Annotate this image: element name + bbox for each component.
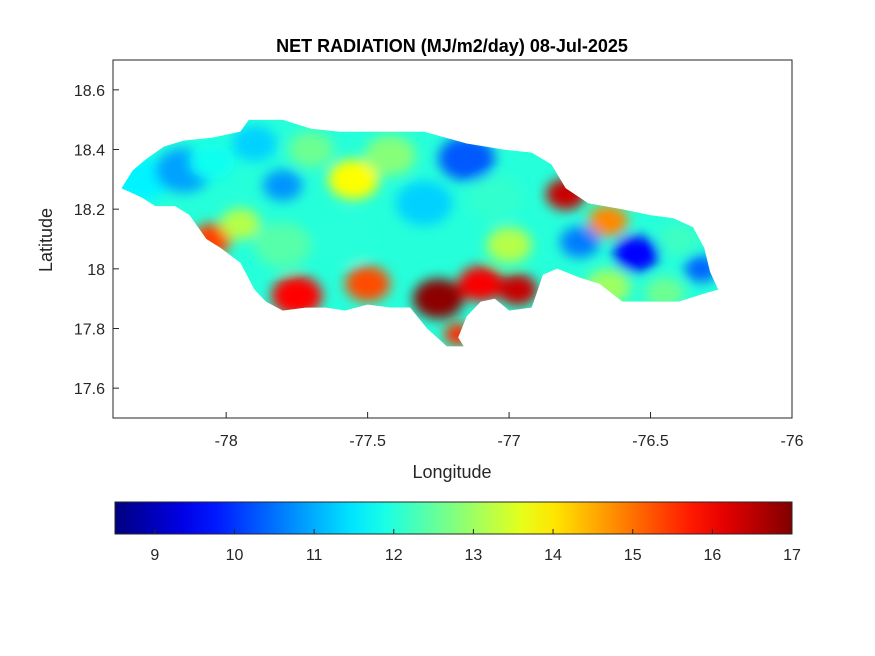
x-tick-label: -78	[215, 433, 238, 450]
field-cell-5	[288, 131, 334, 168]
field-cell-29	[644, 277, 685, 309]
colorbar-tick-label: 15	[624, 547, 642, 564]
colorbar-tick-label: 11	[306, 547, 323, 564]
x-tick-label: -77.5	[349, 433, 386, 450]
chart-title: NET RADIATION (MJ/m2/day) 08-Jul-2025	[276, 36, 628, 56]
field-cell-4	[262, 169, 303, 201]
field-cell-3	[231, 125, 278, 162]
colorbar-tick-label: 13	[465, 547, 483, 564]
y-tick-label: 18.4	[74, 143, 105, 160]
y-axis-label: Latitude	[36, 208, 56, 272]
field-cell-24	[560, 226, 600, 258]
field-cell-13	[254, 222, 312, 268]
y-axis-ticks: 17.6 17.8 18 18.2 18.4 18.6	[74, 83, 119, 398]
field-cell-8	[438, 136, 495, 181]
field-cell-6	[328, 159, 379, 200]
colorbar	[114, 501, 793, 535]
colorbar-tick-label: 12	[385, 547, 403, 564]
field-cell-12	[220, 208, 261, 240]
field-cell-9	[395, 180, 453, 226]
colorbar-tick-label: 14	[544, 547, 562, 564]
field-cell-16	[344, 265, 391, 302]
colorbar-tick-label: 10	[226, 547, 244, 564]
x-axis-label: Longitude	[412, 462, 491, 482]
y-tick-label: 18	[87, 262, 105, 279]
x-axis-ticks: -78 -77.5 -77 -76.5 -76	[215, 412, 804, 450]
x-tick-label: -76	[780, 433, 803, 450]
x-tick-label: -77	[498, 433, 521, 450]
y-tick-label: 17.8	[74, 322, 105, 339]
y-tick-label: 18.2	[74, 202, 105, 219]
field-cell-7	[364, 135, 416, 176]
x-tick-label: -76.5	[632, 433, 669, 450]
field-cell-17	[412, 278, 464, 319]
y-tick-label: 18.6	[74, 83, 105, 100]
field-cell-2	[189, 143, 235, 180]
field-cell-10	[466, 174, 524, 220]
field-cell-23	[588, 205, 628, 237]
field-cell-19	[497, 274, 538, 306]
field-cell-25	[613, 236, 660, 272]
colorbar-tick-label: 17	[783, 547, 801, 564]
radiation-field	[121, 119, 719, 347]
colorbar-ticks: 9 10 11 12 13 14 15 16 17	[150, 529, 801, 564]
field-cell-21	[486, 227, 532, 263]
field-cell-26	[659, 223, 699, 255]
y-tick-label: 17.6	[74, 381, 105, 398]
field-cell-14	[316, 216, 374, 262]
colorbar-tick-label: 9	[150, 547, 159, 564]
field-cell-18	[458, 265, 504, 302]
colorbar-tick-label: 16	[703, 547, 721, 564]
field-cell-15	[271, 275, 323, 316]
